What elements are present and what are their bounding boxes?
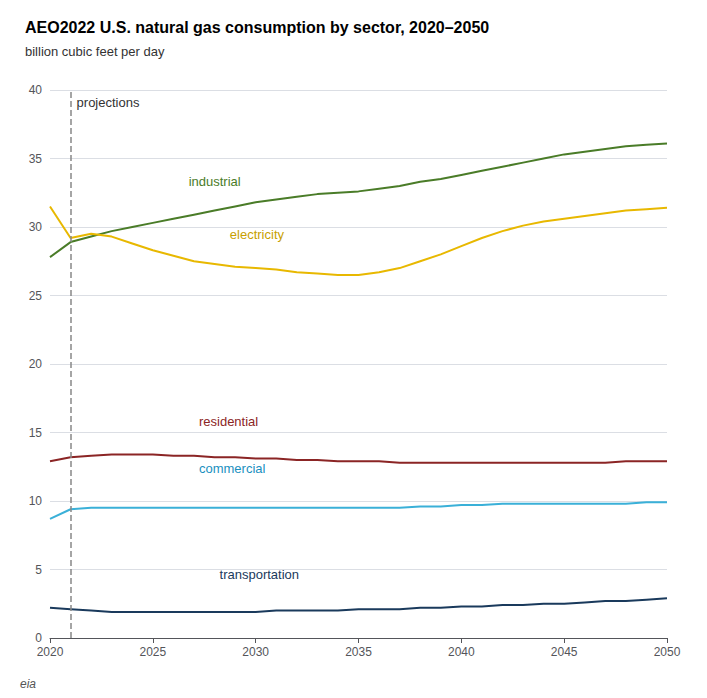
svg-text:commercial: commercial [199, 461, 266, 476]
svg-text:5: 5 [35, 563, 42, 577]
svg-text:10: 10 [29, 494, 43, 508]
svg-text:30: 30 [29, 220, 43, 234]
svg-text:2030: 2030 [242, 645, 269, 659]
svg-text:2045: 2045 [551, 645, 578, 659]
svg-text:2040: 2040 [448, 645, 475, 659]
svg-text:15: 15 [29, 426, 43, 440]
svg-text:eia: eia [20, 677, 36, 691]
svg-text:2025: 2025 [139, 645, 166, 659]
svg-text:projections: projections [77, 95, 140, 110]
svg-text:2050: 2050 [654, 645, 681, 659]
svg-text:40: 40 [29, 83, 43, 97]
svg-text:electricity: electricity [230, 227, 285, 242]
svg-text:25: 25 [29, 289, 43, 303]
svg-text:industrial: industrial [189, 174, 241, 189]
svg-text:0: 0 [35, 631, 42, 645]
svg-text:transportation: transportation [220, 567, 300, 582]
svg-text:billion cubic feet per day: billion cubic feet per day [25, 44, 165, 59]
svg-text:2035: 2035 [345, 645, 372, 659]
svg-text:AEO2022 U.S. natural gas consu: AEO2022 U.S. natural gas consumption by … [25, 19, 489, 36]
svg-text:residential: residential [199, 414, 258, 429]
svg-text:20: 20 [29, 357, 43, 371]
svg-text:35: 35 [29, 152, 43, 166]
svg-text:2020: 2020 [37, 645, 64, 659]
